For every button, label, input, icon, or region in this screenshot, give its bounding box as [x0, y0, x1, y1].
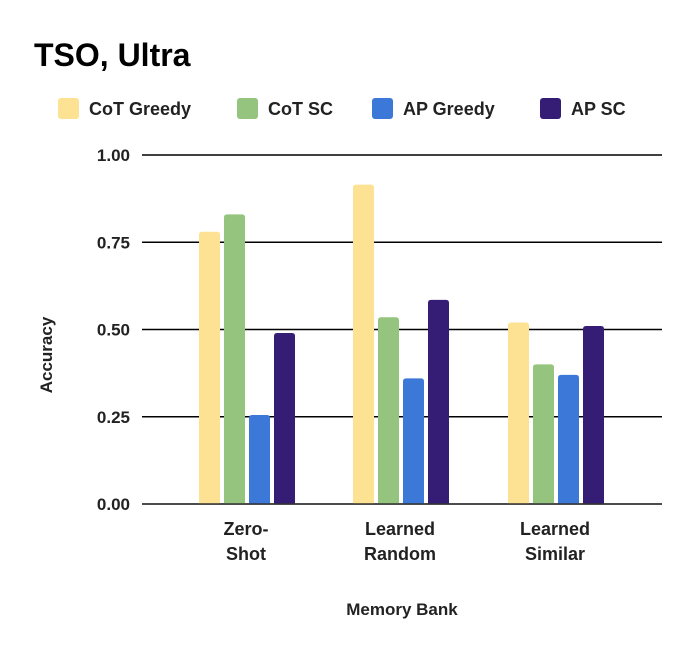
x-category-labels: Zero- Shot Learned Random Learned Similar — [224, 519, 591, 564]
x-axis-title: Memory Bank — [346, 600, 458, 619]
x-category-1-line-1: Random — [364, 544, 436, 564]
bar-0-3 — [274, 332, 295, 504]
y-axis-title: Accuracy — [37, 316, 56, 393]
x-category-0-line-0: Zero- — [224, 519, 269, 539]
bar-2-2 — [558, 374, 579, 504]
x-category-1-line-0: Learned — [365, 519, 435, 539]
y-tick-3: 0.75 — [97, 233, 130, 252]
bar-0-1 — [224, 214, 245, 504]
bar-1-1 — [378, 317, 399, 504]
legend-swatch-1 — [237, 98, 258, 119]
bar-2-3 — [583, 326, 604, 504]
y-tick-labels: 0.00 0.25 0.50 0.75 1.00 — [97, 146, 130, 514]
bar-2-1 — [533, 364, 554, 504]
legend-label-1: CoT SC — [268, 99, 333, 119]
x-category-2-line-1: Similar — [525, 544, 585, 564]
bars — [142, 184, 662, 505]
bar-1-3 — [428, 299, 449, 504]
legend-swatch-0 — [58, 98, 79, 119]
y-tick-4: 1.00 — [97, 146, 130, 165]
legend-label-2: AP Greedy — [403, 99, 495, 119]
legend-label-3: AP SC — [571, 99, 626, 119]
legend: CoT Greedy CoT SC AP Greedy AP SC — [58, 98, 626, 119]
x-category-2-line-0: Learned — [520, 519, 590, 539]
bar-0-2 — [249, 415, 270, 504]
chart-title: TSO, Ultra — [34, 37, 191, 73]
bar-1-0 — [353, 184, 374, 505]
x-category-0-line-1: Shot — [226, 544, 266, 564]
legend-swatch-2 — [372, 98, 393, 119]
bar-0-0 — [199, 231, 220, 504]
legend-swatch-3 — [540, 98, 561, 119]
bar-2-0 — [508, 322, 529, 504]
bar-1-2 — [403, 378, 424, 504]
legend-label-0: CoT Greedy — [89, 99, 191, 119]
y-tick-1: 0.25 — [97, 408, 130, 427]
y-tick-0: 0.00 — [97, 495, 130, 514]
y-tick-2: 0.50 — [97, 321, 130, 340]
